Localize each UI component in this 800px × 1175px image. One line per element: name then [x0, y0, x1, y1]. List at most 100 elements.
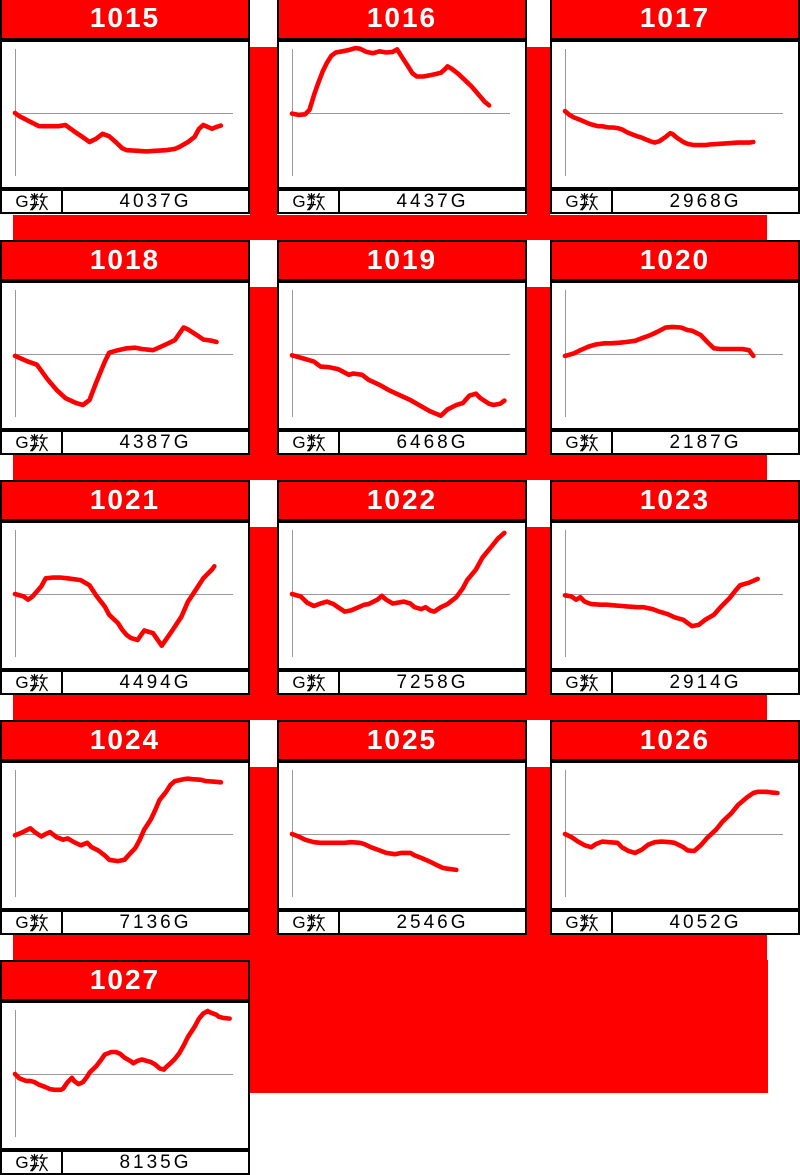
- game-count-label: G: [552, 672, 613, 693]
- slump-line: [289, 45, 492, 118]
- kanji-suu-glyph: [29, 433, 48, 451]
- game-count-value: 2187G: [669, 431, 742, 453]
- slump-graph-svg: [562, 770, 783, 897]
- machine-panel-1027[interactable]: 1027 G 8135G: [0, 960, 250, 1175]
- machine-number-header: 1026: [550, 720, 800, 761]
- machine-panel-1015[interactable]: 1015 G 4037G: [0, 0, 250, 214]
- machine-number: 1020: [639, 243, 711, 275]
- game-count-row: G 6468G: [277, 430, 527, 455]
- machine-panel-1026[interactable]: 1026 G 4052G: [550, 720, 800, 935]
- machine-panel-1025[interactable]: 1025 G 2546G: [277, 720, 527, 935]
- game-count-label: G: [279, 672, 340, 693]
- slump-graph-svg: [12, 49, 233, 176]
- game-count-row: G 2546G: [277, 910, 527, 935]
- machine-number: 1024: [89, 723, 161, 755]
- machine-panel-1020[interactable]: 1020 G 2187G: [550, 240, 800, 455]
- red-divider: [527, 287, 550, 455]
- slump-graph: [550, 761, 800, 910]
- game-count-value: 4437G: [396, 190, 469, 212]
- slump-graph-svg: [562, 49, 783, 176]
- game-count-value: 4037G: [119, 190, 192, 212]
- machine-panel-1019[interactable]: 1019 G 6468G: [277, 240, 527, 455]
- slump-graph: [550, 521, 800, 670]
- machine-panel-1021[interactable]: 1021 G 4494G: [0, 480, 250, 695]
- machine-panel-1024[interactable]: 1024 G 7136G: [0, 720, 250, 935]
- slump-graph: [0, 281, 250, 430]
- slump-graph-svg: [562, 290, 783, 417]
- kanji-suu-glyph: [306, 433, 325, 451]
- slump-graph-svg: [289, 290, 510, 418]
- machine-panel-1022[interactable]: 1022 G 7258G: [277, 480, 527, 695]
- machine-number-header: 1020: [550, 240, 800, 281]
- slump-graph: [277, 40, 527, 189]
- slump-line: [12, 776, 224, 864]
- kanji-suu-glyph: [306, 192, 325, 210]
- slump-graph: [0, 521, 250, 670]
- machine-number-header: 1017: [550, 0, 800, 40]
- kanji-suu-glyph: [579, 673, 598, 691]
- red-divider: [250, 287, 277, 455]
- kanji-suu-glyph: [29, 1153, 48, 1171]
- machine-number: 1015: [89, 2, 161, 33]
- slump-line: [12, 110, 224, 154]
- game-count-value: 8135G: [119, 1151, 192, 1173]
- red-band: [13, 215, 767, 240]
- red-divider: [250, 767, 277, 935]
- kanji-suu-glyph: [29, 673, 48, 691]
- slump-line: [562, 324, 756, 359]
- red-band: [13, 695, 767, 720]
- kanji-suu-glyph: [579, 433, 598, 451]
- game-count-row: G 2968G: [550, 189, 800, 214]
- machine-number-header: 1021: [0, 480, 250, 521]
- machine-number: 1027: [89, 963, 161, 995]
- slump-line: [562, 576, 760, 629]
- machine-number: 1019: [366, 243, 438, 275]
- game-count-label: G: [279, 191, 340, 212]
- machine-number-header: 1024: [0, 720, 250, 761]
- game-count-row: G 7136G: [0, 910, 250, 935]
- machine-number-header: 1016: [277, 0, 527, 40]
- machine-panel-1018[interactable]: 1018 G 4387G: [0, 240, 250, 455]
- game-count-row: G 7258G: [277, 670, 527, 695]
- red-divider: [527, 47, 550, 215]
- kanji-suu-glyph: [29, 913, 48, 931]
- slump-graph-svg: [289, 45, 510, 176]
- kanji-suu-glyph: [29, 192, 48, 210]
- machine-number: 1018: [89, 243, 161, 275]
- machine-number-header: 1015: [0, 0, 250, 40]
- red-filler-block: [250, 960, 768, 1093]
- red-band: [13, 455, 767, 480]
- slump-graph: [277, 761, 527, 910]
- game-count-row: G 4437G: [277, 189, 527, 214]
- red-divider: [250, 47, 277, 215]
- machine-panel-1023[interactable]: 1023 G 2914G: [550, 480, 800, 695]
- game-count-value: 4052G: [669, 911, 742, 933]
- kanji-suu-glyph: [579, 913, 598, 931]
- machine-panel-1016[interactable]: 1016 G 4437G: [277, 0, 527, 214]
- slump-graph-svg: [12, 1008, 233, 1137]
- kanji-suu-glyph: [306, 913, 325, 931]
- game-count-value: 2914G: [669, 671, 742, 693]
- game-count-label: G: [279, 912, 340, 933]
- game-count-value: 6468G: [396, 431, 469, 453]
- slump-graph: [0, 761, 250, 910]
- machine-panel-1017[interactable]: 1017 G 2968G: [550, 0, 800, 214]
- red-divider: [250, 527, 277, 695]
- slump-line: [12, 563, 217, 648]
- game-count-row: G 4052G: [550, 910, 800, 935]
- game-count-label: G: [2, 432, 63, 453]
- machine-number: 1021: [89, 483, 161, 515]
- game-count-value: 2546G: [396, 911, 469, 933]
- game-count-label: G: [2, 672, 63, 693]
- game-count-label: G: [2, 1152, 63, 1173]
- game-count-value: 7258G: [396, 671, 469, 693]
- game-count-row: G 2187G: [550, 430, 800, 455]
- machine-number: 1017: [639, 2, 711, 33]
- slump-graph: [550, 40, 800, 189]
- red-divider: [527, 767, 550, 935]
- machine-number-header: 1022: [277, 480, 527, 521]
- slump-graph: [0, 1001, 250, 1150]
- game-count-value: 2968G: [669, 190, 742, 212]
- slump-graph-svg: [289, 770, 510, 897]
